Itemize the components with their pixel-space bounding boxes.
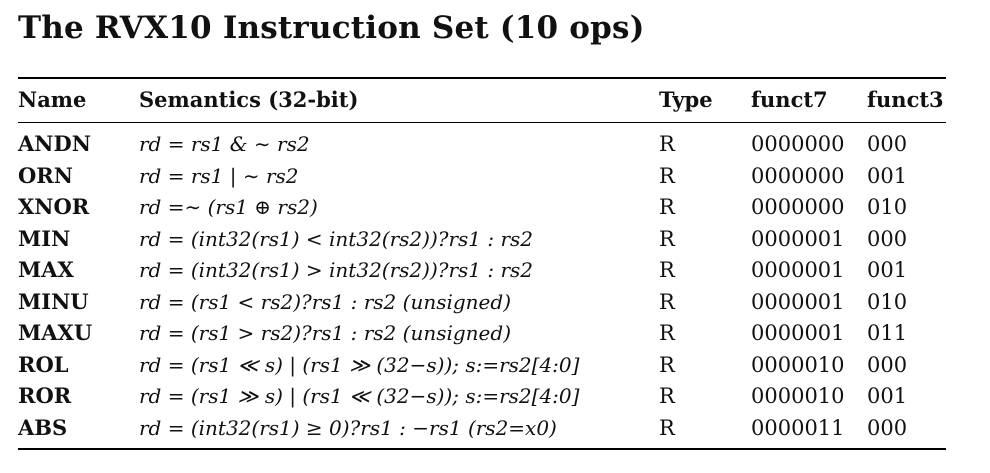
cell-name: MAX [18,257,74,283]
cell-funct3: 001 [867,384,908,409]
cell-semantics: rd = (rs1 > rs2)?rs1 : rs2 (unsigned) [139,321,511,346]
cell-type: R [659,258,675,283]
cell-semantics: rd = (int32(rs1) > int32(rs2))?rs1 : rs2 [139,258,534,283]
table-row: MINU rd = (rs1 < rs2)?rs1 : rs2 (unsigned… [0,286,990,318]
table-row: MIN rd = (int32(rs1) < int32(rs2))?rs1 : … [0,223,990,255]
cell-funct7: 0000001 [751,289,845,314]
cell-funct7: 0000010 [751,352,845,377]
cell-funct7: 0000011 [751,415,845,440]
cell-funct3: 010 [867,289,908,314]
cell-name: ORN [18,162,73,188]
header-type: Type [659,87,713,112]
table-row: XNOR rd =∼ (rs1 ⊕ rs2) R 0000000 010 [0,191,990,223]
table-row: ROR rd = (rs1 ≫ s) | (rs1 ≪ (32−s)); s:=r… [0,380,990,412]
cell-semantics: rd = rs1 | ∼ rs2 [139,163,299,188]
page-title: The RVX10 Instruction Set (10 ops) [18,10,645,46]
table-bottom-rule [18,448,946,450]
cell-name: MIN [18,225,71,251]
cell-funct3: 000 [867,132,908,156]
cell-funct3: 000 [867,352,908,377]
cell-type: R [659,415,675,440]
cell-funct7: 0000001 [751,321,845,346]
cell-name: ABS [18,414,68,440]
cell-semantics: rd = (rs1 < rs2)?rs1 : rs2 (unsigned) [139,289,511,314]
cell-funct7: 0000000 [751,132,845,156]
cell-type: R [659,132,675,156]
cell-name: MAXU [18,320,93,346]
table-row: ORN rd = rs1 | ∼ rs2 R 0000000 001 [0,160,990,192]
table-row: ROL rd = (rs1 ≪ s) | (rs1 ≫ (32−s)); s:=r… [0,349,990,381]
cell-funct3: 000 [867,226,908,251]
cell-funct3: 010 [867,195,908,220]
table-row: ANDN rd = rs1 & ∼ rs2 R 0000000 000 [0,128,990,160]
cell-funct7: 0000000 [751,195,845,220]
cell-name: XNOR [18,194,90,220]
cell-type: R [659,289,675,314]
header-funct7: funct7 [751,87,828,112]
cell-semantics: rd = (rs1 ≪ s) | (rs1 ≫ (32−s)); s:=rs2[… [139,352,580,377]
cell-type: R [659,163,675,188]
cell-semantics: rd = (rs1 ≫ s) | (rs1 ≪ (32−s)); s:=rs2[… [139,384,580,409]
cell-type: R [659,321,675,346]
cell-funct7: 0000001 [751,226,845,251]
table-header-rule [18,122,946,123]
cell-funct3: 001 [867,258,908,283]
cell-funct3: 001 [867,163,908,188]
cell-semantics: rd = (int32(rs1) ≥ 0)?rs1 : −rs1 (rs2=x0… [139,415,557,440]
table-top-rule [18,77,946,79]
cell-name: ANDN [18,131,91,156]
cell-name: ROR [18,383,72,409]
cell-type: R [659,384,675,409]
cell-semantics: rd = rs1 & ∼ rs2 [139,132,310,156]
cell-funct7: 0000000 [751,163,845,188]
cell-name: MINU [18,288,89,314]
header-semantics: Semantics (32-bit) [139,87,359,112]
cell-name: ROL [18,351,69,377]
header-name: Name [18,87,87,112]
header-funct3: funct3 [867,87,944,112]
cell-semantics: rd =∼ (rs1 ⊕ rs2) [139,195,318,220]
cell-funct3: 011 [867,321,908,346]
table-row: ABS rd = (int32(rs1) ≥ 0)?rs1 : −rs1 (rs2… [0,412,990,444]
cell-funct3: 000 [867,415,908,440]
table-row: MAX rd = (int32(rs1) > int32(rs2))?rs1 : … [0,254,990,286]
cell-funct7: 0000010 [751,384,845,409]
cell-type: R [659,195,675,220]
table-header-row: Name Semantics (32-bit) Type funct7 func… [0,84,990,116]
cell-type: R [659,352,675,377]
cell-funct7: 0000001 [751,258,845,283]
table-row: MAXU rd = (rs1 > rs2)?rs1 : rs2 (unsigned… [0,317,990,349]
cell-type: R [659,226,675,251]
cell-semantics: rd = (int32(rs1) < int32(rs2))?rs1 : rs2 [139,226,534,251]
